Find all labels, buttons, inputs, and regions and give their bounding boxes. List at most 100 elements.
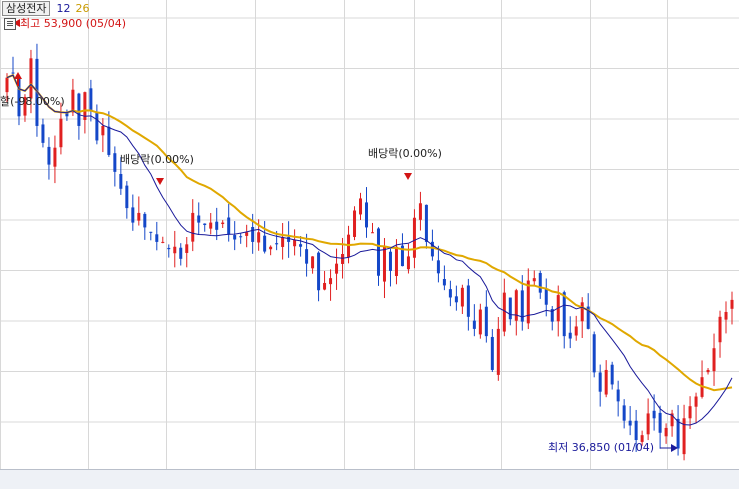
candle-body [394,246,398,277]
candle-body [670,413,674,427]
candle-body [376,228,380,276]
candle-body [155,234,159,242]
x-axis [0,469,739,489]
candle-body [89,88,93,112]
candle-body [29,58,33,99]
candle-body [520,290,524,322]
candle-body [676,418,680,449]
candle-body [706,369,710,373]
candle-body [526,280,530,324]
candle-body [257,232,261,243]
candle-body [167,247,171,250]
candle-body [430,241,434,257]
candle-body [161,241,165,243]
candle-body [382,246,386,282]
candle-body [137,212,141,221]
candle-body [65,113,69,117]
candle-body [688,406,692,419]
candle-body [640,435,644,442]
candle-body [616,389,620,402]
candle-body [490,336,494,370]
chart-menu-icon[interactable] [4,18,16,30]
candle-body [173,246,177,254]
candle-body [574,326,578,336]
candle-body [149,231,153,233]
candle-body [472,320,476,329]
candle-body [245,232,249,236]
candle-body [436,260,440,274]
candle-body [514,290,518,321]
candle-body [251,227,255,242]
candle-body [658,412,662,433]
candle-body [682,418,686,455]
low-price-annotation: 최저 36,850 (01/04) [548,441,655,454]
candle-body [412,217,416,258]
candle-body [478,309,482,335]
candle-body [724,311,728,320]
candle-body [628,420,632,426]
candle-body [233,235,237,240]
dividend-arrow-icon-1 [156,178,164,185]
stock-name-label[interactable]: 삼성전자 [2,1,51,16]
candle-body [353,210,357,237]
candle-body [400,245,404,267]
candle-body [460,287,464,307]
high-arrow-icon [13,19,20,27]
candle-body [634,420,638,441]
candle-body [131,207,135,223]
candle-body [275,243,279,245]
candle-body [239,236,243,238]
candle-body [418,203,422,220]
candle-body [197,215,201,223]
candle-body [41,124,45,143]
dividend-annotation-1: 배당락(0.00%) [120,153,194,166]
split-annotation: 할(-98.00%) [0,95,65,108]
candle-body [502,292,506,332]
candle-body [454,296,458,303]
candle-body [365,202,369,228]
candle-body [359,198,363,215]
candle-body [604,369,608,395]
candle-body [5,77,9,93]
candle-body [586,306,590,329]
candle-body [209,222,213,229]
candle-body [664,427,668,437]
candle-body [442,279,446,286]
candle-body [47,146,51,165]
ma-long-label: 26 [75,2,90,15]
ma-long-line [6,73,733,392]
candle-body [269,246,273,250]
candle-body [622,405,626,421]
candle-body [107,126,111,155]
candle-body [23,96,27,116]
low-arrow-icon [671,444,678,452]
dividend-arrow-icon-2 [404,173,412,180]
candle-body [83,92,87,120]
candle-body [317,252,321,291]
candle-body [646,413,650,435]
candle-body [119,174,123,189]
candle-body [718,316,722,343]
candle-body [101,125,105,136]
candle-body [305,249,309,264]
candle-body [712,348,716,372]
candle-body [424,204,428,242]
candle-body [610,364,614,385]
candle-body [694,396,698,407]
candle-body [370,232,374,234]
split-arrow-icon [14,72,22,79]
candle-body [538,272,542,293]
candle-body [77,93,81,126]
candle-body [568,332,572,339]
candle-body [532,278,536,282]
candle-body [281,237,285,247]
candle-body [544,288,548,305]
candle-body [53,147,57,167]
candle-body [329,278,333,285]
candle-body [11,72,15,74]
high-price-annotation: 최고 53,900 (05/04) [20,17,127,30]
candle-body [562,292,566,337]
candle-body [221,222,225,225]
